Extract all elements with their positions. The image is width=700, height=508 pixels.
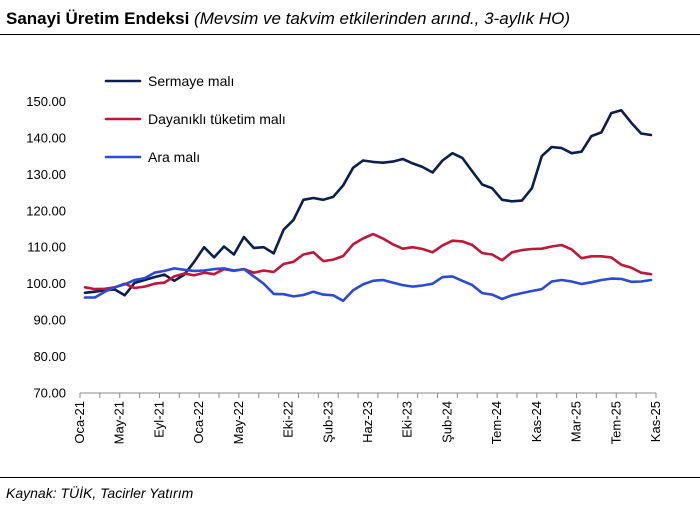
x-tick-label: May-22 [231,401,246,444]
y-tick-label: 150.00 [26,94,66,109]
series-line-3 [83,267,653,303]
chart-title: Sanayi Üretim Endeksi (Mevsim ve takvim … [6,6,696,32]
x-tick-label: Eki-23 [400,401,415,438]
series-line-2 [83,232,653,291]
x-tick-label: Kas-24 [529,401,544,442]
legend: Sermaye malı Dayanıklı tüketim malı Ara ma… [104,73,286,165]
source-note: Kaynak: TÜİK, Tacirler Yatırım [6,485,194,501]
legend-label: Dayanıklı tüketim malı [148,111,286,127]
title-main: Sanayi Üretim Endeksi [6,9,190,28]
y-tick-label: 140.00 [26,130,66,145]
title-subtitle: (Mevsim ve takvim etkilerinden arınd., 3… [189,9,571,28]
x-tick-label: Şub-23 [320,401,335,443]
x-tick-label: Eki-22 [281,401,296,438]
y-tick-label: 130.00 [26,167,66,182]
series-layer [83,108,653,303]
x-tick-label: May-21 [112,401,127,444]
x-tick-label: Tem-25 [608,401,623,444]
x-tick-label: Kas-25 [648,401,663,442]
x-tick-label: Oca-22 [191,401,206,444]
y-tick-label: 100.00 [26,276,66,291]
line-chart: 70.00 80.00 90.00 100.00 110.00 120.00 130.00 1… [26,73,663,444]
y-tick-label: 80.00 [33,349,66,364]
x-axis: Oca-21 May-21 Eyl-21 Oca-22 May-22 Eki-22 Şub-… [72,392,663,444]
y-axis: 70.00 80.00 90.00 100.00 110.00 120.00 130.00 1… [26,94,66,401]
x-tick-label: Tem-24 [489,401,504,444]
legend-label: Ara malı [148,149,200,165]
y-tick-label: 90.00 [33,313,66,328]
x-tick-label: Mar-25 [569,401,584,442]
y-tick-label: 120.00 [26,203,66,218]
x-tick-label: Eyl-21 [151,401,166,438]
y-tick-label: 110.00 [27,240,66,255]
footer-divider [0,477,700,478]
x-tick-label: Oca-21 [72,401,87,444]
title-divider [0,34,700,35]
y-tick-label: 70.00 [33,386,66,401]
x-tick-label: Haz-23 [360,401,375,443]
legend-label: Sermaye malı [148,73,234,89]
x-tick-label: Şub-24 [439,401,454,443]
series-line-1 [83,108,653,297]
